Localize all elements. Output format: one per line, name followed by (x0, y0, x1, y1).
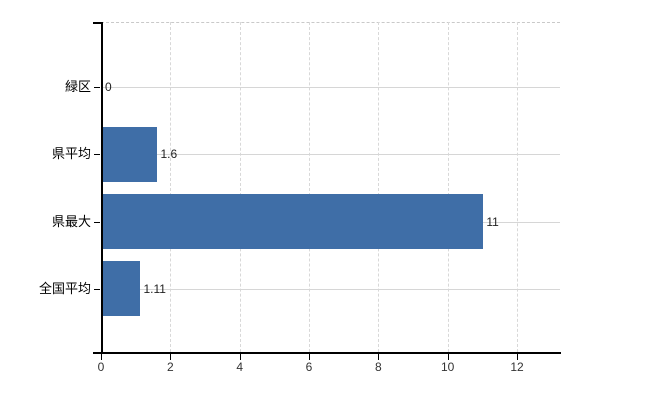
h-gridline (101, 154, 560, 156)
x-tick (378, 354, 380, 360)
bar-value-label: 11 (486, 214, 499, 229)
v-gridline (378, 22, 380, 352)
x-tick-label: 0 (97, 360, 105, 374)
bar-value-label: 0 (105, 80, 112, 94)
y-axis-line (101, 22, 103, 353)
x-tick-label: 12 (510, 360, 524, 374)
y-tick (94, 87, 100, 88)
x-tick (517, 354, 518, 360)
v-gridline (309, 22, 310, 352)
x-tick (170, 354, 172, 360)
category-label: 県最大 (51, 213, 91, 229)
y-tick (94, 154, 100, 156)
bar (102, 194, 484, 250)
v-gridline (447, 22, 449, 352)
x-tick-label: 4 (236, 360, 243, 374)
x-tick (101, 354, 102, 360)
x-axis-line (93, 352, 561, 354)
x-tick (309, 354, 310, 360)
x-tick-label: 8 (374, 360, 382, 374)
v-gridline (239, 22, 241, 352)
v-gridline (517, 22, 518, 352)
bar-value-label: 1.11 (143, 281, 166, 296)
x-tick (239, 354, 241, 360)
category-label: 緑区 (64, 79, 91, 94)
h-gridline (101, 288, 560, 290)
category-label: 全国平均 (38, 280, 91, 296)
x-tick-label: 2 (166, 360, 174, 374)
plot-top-border (101, 22, 560, 23)
y-tick (94, 221, 100, 223)
h-gridline (101, 87, 560, 88)
category-label: 県平均 (51, 146, 91, 162)
x-tick (447, 354, 449, 360)
y-axis-top-cap (93, 22, 102, 24)
x-tick-label: 10 (440, 360, 455, 374)
x-tick-label: 6 (305, 360, 313, 374)
bar (102, 261, 141, 317)
v-gridline (170, 22, 172, 352)
y-tick (94, 288, 100, 290)
bar (102, 126, 158, 182)
bar-value-label: 1.6 (160, 147, 178, 162)
